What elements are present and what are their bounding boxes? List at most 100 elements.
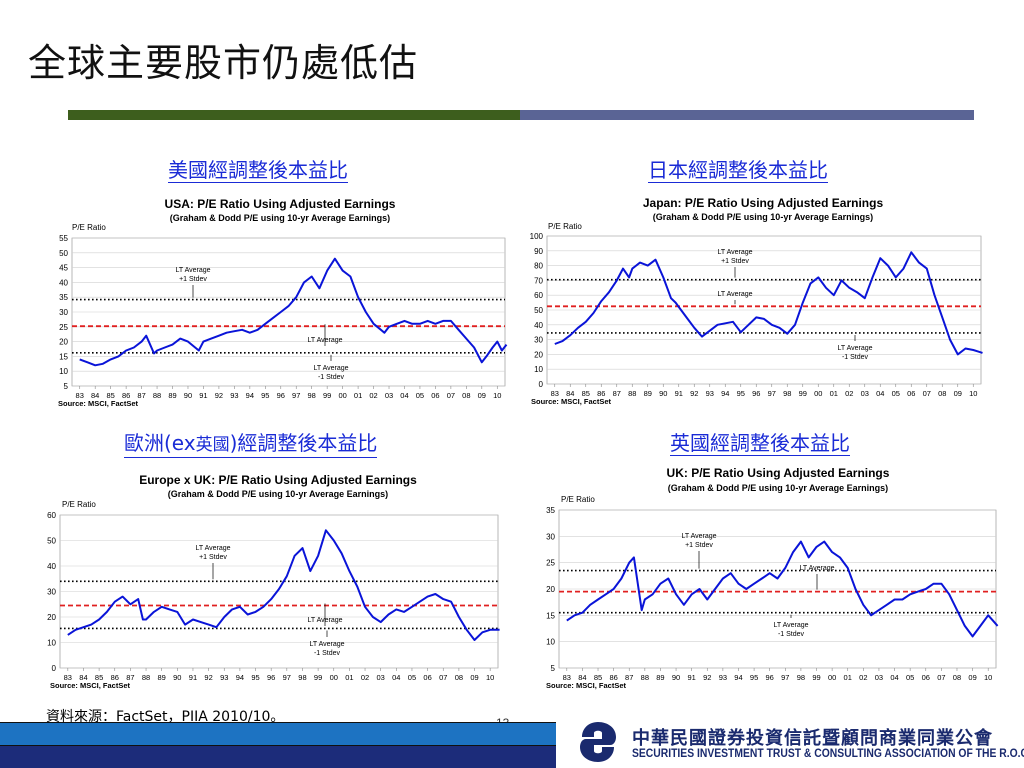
usa-x-tick-label: 07	[447, 391, 455, 400]
usa-y-tick-label: 25	[59, 323, 68, 332]
uk-y-tick-label: 35	[546, 506, 555, 515]
europe-x-tick-label: 06	[423, 673, 431, 682]
japan-y-tick-label: 100	[530, 232, 544, 241]
usa-x-tick-label: 83	[76, 391, 84, 400]
japan-x-tick-label: 00	[814, 389, 822, 398]
uk-x-tick-label: 85	[594, 673, 602, 682]
japan-x-tick-label: 99	[799, 389, 807, 398]
uk-x-tick-label: 03	[875, 673, 883, 682]
uk-x-tick-label: 06	[922, 673, 930, 682]
uk-pe-ratio-series	[566, 540, 999, 638]
usa-x-tick-label: 84	[91, 391, 99, 400]
japan-annotation-minus-text: -1 Stdev	[842, 354, 869, 361]
usa-y-tick-label: 30	[59, 308, 68, 317]
usa-y-tick-label: 5	[64, 382, 69, 391]
usa-x-tick-label: 94	[246, 391, 254, 400]
japan-annotation-plus-text: LT Average	[717, 249, 752, 256]
usa-x-tick-label: 91	[199, 391, 207, 400]
japan-x-tick-label: 05	[892, 389, 900, 398]
europe-annotation-minus-text: -1 Stdev	[314, 650, 341, 657]
europe-x-tick-label: 05	[408, 673, 416, 682]
usa-x-tick-label: 09	[478, 391, 486, 400]
uk-x-tick-label: 95	[750, 673, 758, 682]
uk-x-tick-label: 92	[703, 673, 711, 682]
europe-annotation-minus-text: LT Average	[309, 641, 344, 648]
japan-y-tick-label: 50	[534, 306, 543, 315]
japan-x-tick-label: 10	[969, 389, 977, 398]
europe-y-tick-label: 60	[47, 511, 56, 520]
usa-y-tick-label: 45	[59, 264, 68, 273]
usa-pe-ratio-series	[79, 257, 508, 367]
usa-x-tick-label: 99	[323, 391, 331, 400]
japan-x-tick-label: 93	[706, 389, 714, 398]
japan-x-tick-label: 02	[845, 389, 853, 398]
europe-x-tick-label: 07	[439, 673, 447, 682]
uk-x-tick-label: 97	[781, 673, 789, 682]
uk-x-tick-label: 05	[906, 673, 914, 682]
uk-x-tick-label: 90	[672, 673, 680, 682]
footer-bar	[0, 722, 556, 768]
usa-y-tick-label: 10	[59, 367, 68, 376]
uk-x-tick-label: 98	[797, 673, 805, 682]
europe-pe-ratio-series	[67, 529, 500, 641]
uk-y-tick-label: 5	[551, 664, 556, 673]
uk-x-tick-label: 84	[578, 673, 586, 682]
section-title-europe: 歐洲(ex英國)經調整後本益比	[124, 431, 378, 458]
uk-x-tick-label: 88	[641, 673, 649, 682]
europe-x-tick-label: 89	[158, 673, 166, 682]
japan-x-tick-label: 96	[752, 389, 760, 398]
usa-y-tick-label: 40	[59, 278, 68, 287]
europe-annotation-plus-text: +1 Stdev	[199, 554, 227, 561]
europe-y-tick-label: 30	[47, 588, 56, 597]
chart-title-usa: USA: P/E Ratio Using Adjusted Earnings	[164, 197, 396, 211]
section-title-europe-ex: (ex	[164, 431, 196, 455]
uk-x-tick-label: 83	[563, 673, 571, 682]
slide-title: 全球主要股市仍處低估	[28, 41, 419, 85]
uk-y-tick-label: 25	[546, 559, 555, 568]
usa-x-tick-label: 06	[431, 391, 439, 400]
usa-y-tick-label: 20	[59, 338, 68, 347]
uk-x-tick-label: 96	[766, 673, 774, 682]
europe-x-tick-label: 03	[377, 673, 385, 682]
europe-x-tick-label: 91	[189, 673, 197, 682]
organization-name-chinese: 中華民國證券投資信託暨顧問商業同業公會	[632, 728, 993, 749]
europe-y-axis-label: P/E Ratio	[62, 500, 96, 509]
japan-y-tick-label: 40	[534, 321, 543, 330]
japan-y-tick-label: 70	[534, 276, 543, 285]
uk-y-tick-label: 20	[546, 585, 555, 594]
uk-annotation-avg-text: LT Average	[799, 565, 834, 572]
uk-x-tick-label: 86	[609, 673, 617, 682]
japan-y-tick-label: 60	[534, 291, 543, 300]
japan-x-tick-label: 91	[675, 389, 683, 398]
usa-x-tick-label: 05	[416, 391, 424, 400]
europe-x-tick-label: 00	[330, 673, 338, 682]
uk-x-tick-label: 94	[734, 673, 742, 682]
europe-x-tick-label: 97	[283, 673, 291, 682]
usa-x-tick-label: 02	[369, 391, 377, 400]
usa-x-tick-label: 85	[106, 391, 114, 400]
europe-annotation-plus-text: LT Average	[195, 545, 230, 552]
usa-x-tick-label: 93	[230, 391, 238, 400]
uk-y-axis-label: P/E Ratio	[561, 495, 595, 504]
europe-x-tick-label: 83	[64, 673, 72, 682]
usa-x-tick-label: 90	[184, 391, 192, 400]
japan-x-tick-label: 98	[783, 389, 791, 398]
japan-y-axis-label: P/E Ratio	[548, 222, 582, 231]
uk-y-tick-label: 10	[546, 638, 555, 647]
uk-x-tick-label: 91	[687, 673, 695, 682]
section-title-europe-suffix: )經調整後本益比	[229, 431, 378, 455]
europe-x-tick-label: 88	[142, 673, 150, 682]
japan-annotation-plus-text: +1 Stdev	[721, 258, 749, 265]
japan-y-tick-label: 0	[539, 380, 544, 389]
section-title-europe-mid: 英國	[195, 435, 230, 455]
japan-source-label: Source: MSCI, FactSet	[531, 397, 612, 406]
europe-x-tick-label: 90	[173, 673, 181, 682]
chart-subtitle-europe: (Graham & Dodd P/E using 10-yr Average E…	[167, 489, 389, 499]
europe-y-tick-label: 40	[47, 562, 56, 571]
usa-annotation-plus-text: LT Average	[175, 267, 210, 274]
europe-x-tick-label: 84	[79, 673, 87, 682]
uk-x-tick-label: 89	[656, 673, 664, 682]
